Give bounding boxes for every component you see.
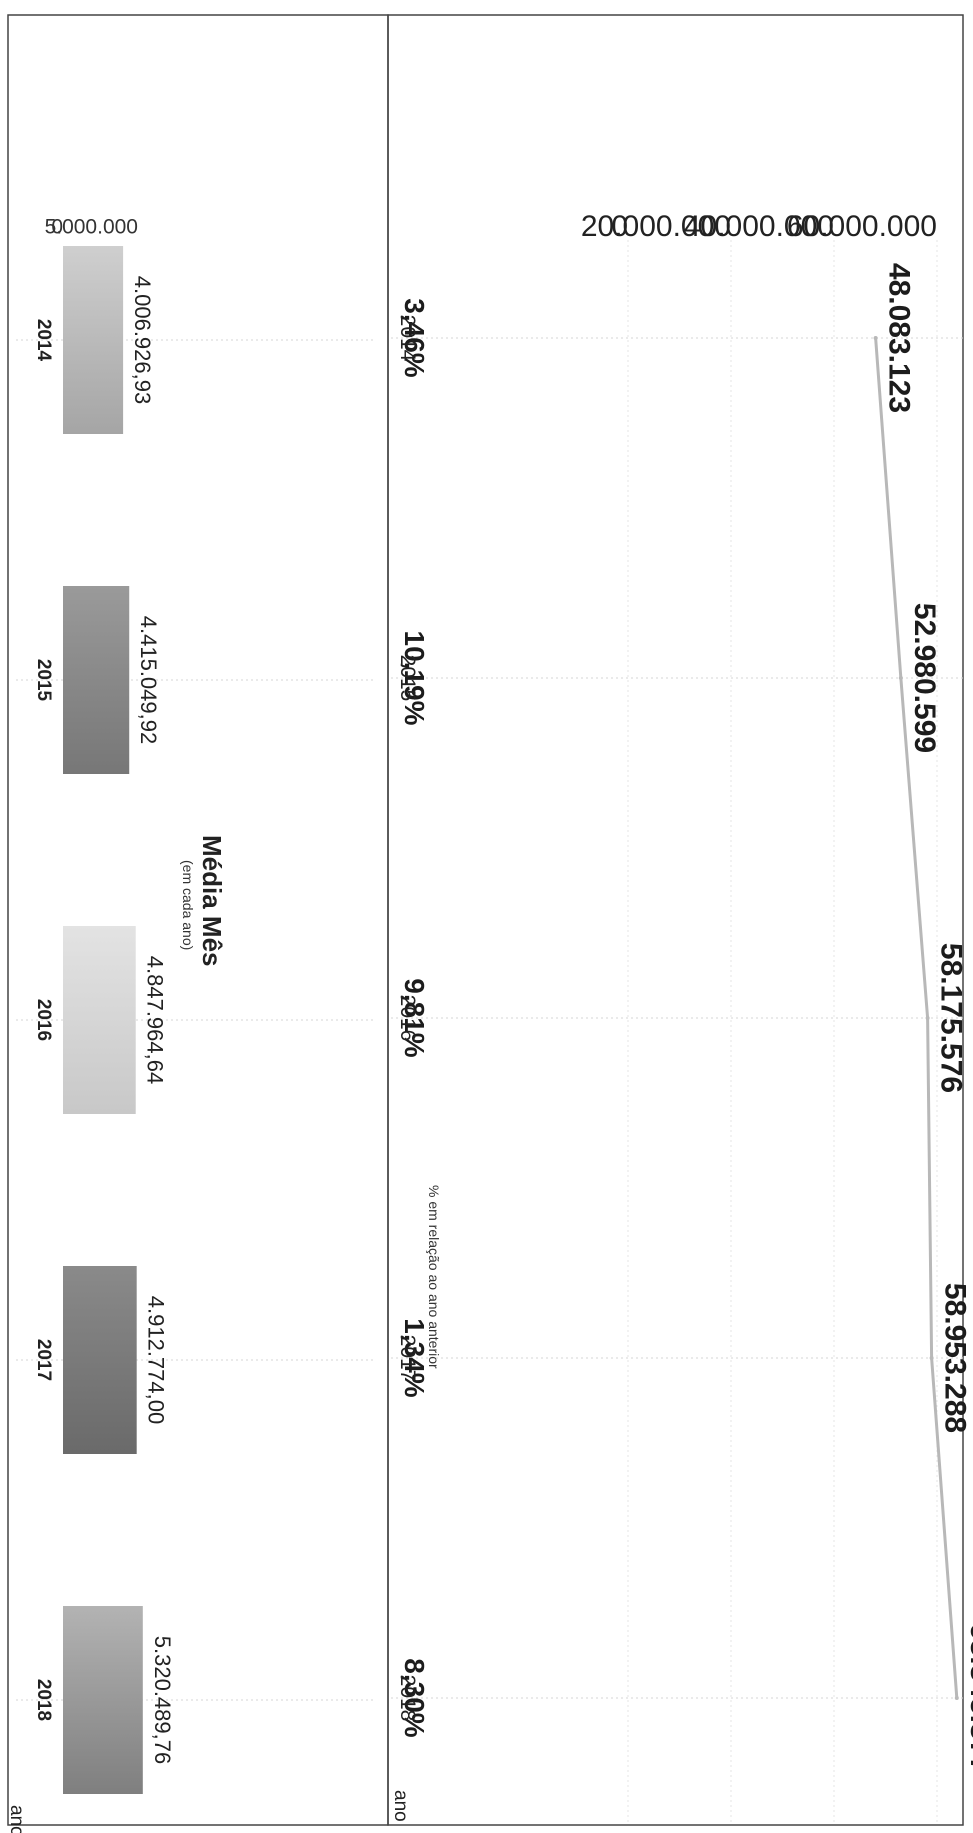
line-pct-label-2018: 8,30% — [399, 1658, 430, 1737]
bar-chart-y-ticks: 05.000.000 — [45, 216, 138, 239]
bar-value-label-2018: 5.320.489,76 — [150, 1636, 175, 1764]
line-point-2017 — [929, 1356, 934, 1360]
line-point-2014 — [873, 336, 878, 340]
bar-year-label-2015: 2015 — [33, 659, 54, 702]
bar-y-tick-label: 5.000.000 — [45, 216, 138, 239]
line-point-2016 — [925, 1016, 930, 1020]
line-year-label-2014: 2014 — [396, 315, 419, 362]
line-y-tick-label: 20.000.000 — [581, 210, 731, 243]
bar-year-label-2017: 2017 — [33, 1339, 54, 1381]
bar-chart-frame — [7, 14, 389, 1826]
bar-2018 — [63, 1606, 143, 1794]
line-year-label-2017: 2017 — [396, 1335, 419, 1382]
line-value-labels: 48.083.123 52.980.599 58.175.576 58.953.288… — [883, 263, 973, 1773]
bar-value-label-2015: 4.415.049,92 — [136, 616, 161, 744]
bar-year-label-2018: 2018 — [33, 1679, 54, 1721]
bar-value-label-2017: 4.912.774,00 — [144, 1296, 169, 1424]
line-year-label-2015: 2015 — [396, 655, 419, 702]
bar-year-label-2016: 2016 — [33, 999, 54, 1041]
bar-2016 — [63, 926, 136, 1114]
bar-chart-panel: 05.000.000 4.006.926,93 4.415.049,92 4.847… — [6, 14, 389, 1833]
bar-year-label-2014: 2014 — [33, 319, 54, 362]
line-percent-labels: 3,46% 10,19% 9,81% 1,34% 8,30% — [399, 298, 430, 1737]
bar-value-labels: 4.006.926,93 4.415.049,92 4.847.964,64 4.91… — [130, 276, 175, 1764]
percent-annotation: % em relação ao ano anterior — [426, 1185, 442, 1369]
line-chart-frame — [387, 14, 964, 1826]
line-year-label-2016: 2016 — [396, 995, 419, 1042]
bar-2017 — [62, 1266, 137, 1454]
line-pct-label-2016: 9,81% — [399, 978, 430, 1057]
bar-chart-subtitle: (em cada ano) — [180, 860, 196, 950]
line-y-tick-label: 0 — [611, 210, 628, 243]
line-chart-points — [873, 336, 959, 1700]
line-year-label-2018: 2018 — [396, 1675, 419, 1722]
line-x-axis-label: ano — [390, 1790, 411, 1822]
line-point-2015 — [898, 676, 903, 680]
bar-2015 — [63, 586, 130, 774]
bar-value-label-2016: 4.847.964,64 — [143, 956, 168, 1084]
bar-y-tick-label: 0 — [51, 216, 63, 239]
bar-2014 — [62, 246, 124, 434]
line-point-2018 — [954, 1696, 959, 1700]
bar-x-axis-label: ano — [6, 1805, 27, 1833]
line-value-label-2017: 58.953.288 — [939, 1283, 972, 1433]
line-pct-label-2017: 1,34% — [399, 1318, 430, 1397]
bar-chart-title: Média Mês — [197, 835, 227, 967]
line-value-label-2015: 52.980.599 — [908, 603, 941, 753]
line-value-label-2014: 48.083.123 — [883, 263, 916, 413]
line-pct-label-2014: 3,46% — [399, 298, 430, 377]
line-value-label-2018: 63.845.877 — [964, 1623, 973, 1773]
line-y-tick-label: 60.000.000 — [787, 210, 937, 243]
line-chart-grid — [388, 240, 963, 1825]
bar-value-label-2014: 4.006.926,93 — [130, 276, 155, 404]
line-y-tick-label: 40.000.000 — [684, 210, 834, 243]
line-pct-label-2015: 10,19% — [399, 631, 430, 726]
bar-chart-bars — [62, 246, 143, 1794]
bar-year-labels: 2014 2015 2016 2017 2018 — [33, 319, 54, 1721]
line-year-labels: 2014 2015 2016 2017 2018 — [396, 315, 419, 1722]
line-value-label-2016: 58.175.576 — [935, 943, 968, 1093]
